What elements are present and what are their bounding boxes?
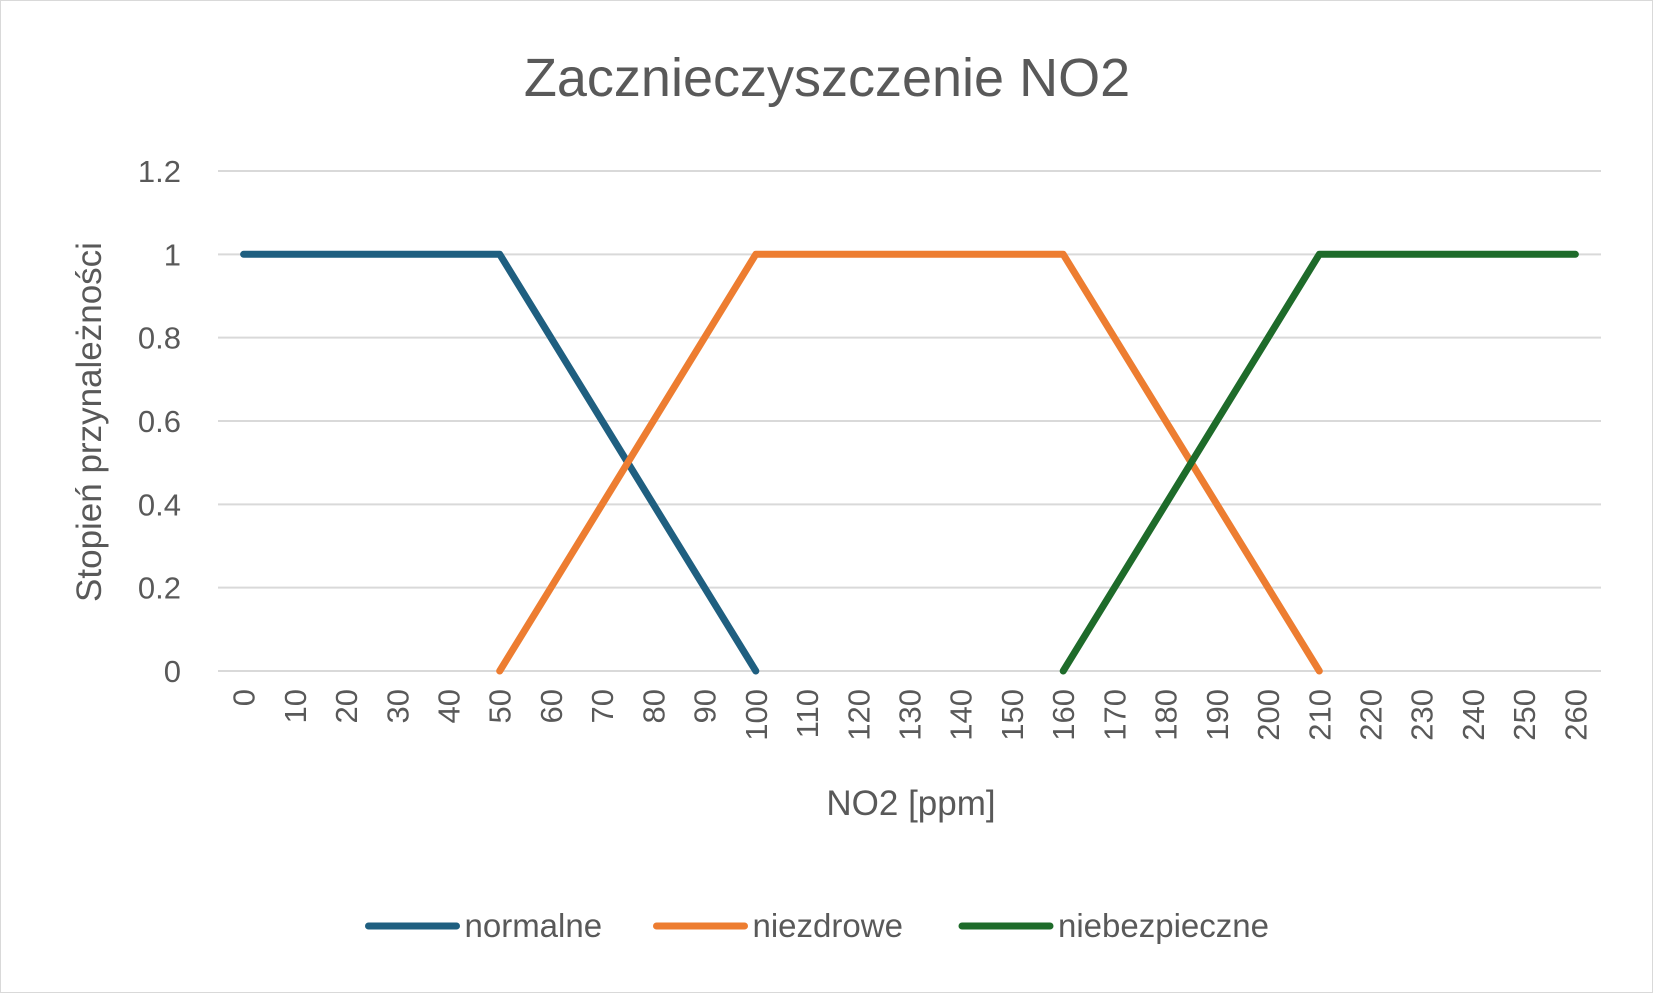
x-tick-label: 210: [1302, 689, 1337, 741]
legend-label-niezdrowe: niezdrowe: [753, 907, 903, 944]
x-tick-label: 220: [1354, 689, 1389, 741]
x-tick-label: 50: [483, 689, 518, 723]
legend-label-normalne: normalne: [465, 907, 603, 944]
series-line-normalne: [240, 250, 760, 675]
x-tick-label: 130: [893, 689, 928, 741]
gridlines: [218, 170, 1601, 672]
y-tick-label: 0.8: [138, 321, 181, 356]
x-tick-label: 250: [1507, 689, 1542, 741]
x-tick-label: 190: [1200, 689, 1235, 741]
y-tick-label: 1.2: [138, 154, 181, 189]
x-tick-label: 100: [739, 689, 774, 741]
series-lines: [240, 250, 1579, 675]
x-tick-label: 240: [1456, 689, 1491, 741]
series-line-niebezpieczne: [1059, 250, 1579, 675]
x-tick-label: 30: [380, 689, 415, 723]
y-tick-label: 0.2: [138, 571, 181, 606]
legend: normalne niezdrowe niebezpieczne: [365, 907, 1269, 944]
y-tick-label: 1: [164, 237, 181, 272]
series-line-niezdrowe: [496, 250, 1323, 675]
legend-label-niebezpieczne: niebezpieczne: [1058, 907, 1269, 944]
y-tick-label: 0: [164, 654, 181, 689]
x-tick-label: 70: [585, 689, 620, 723]
x-tick-label: 20: [329, 689, 364, 723]
y-axis-ticks: 0 0.2 0.4 0.6 0.8 1 1.2: [138, 154, 181, 689]
x-tick-label: 230: [1405, 689, 1440, 741]
x-tick-label: 260: [1558, 689, 1593, 741]
chart-title: Zacznieczyszczenie NO2: [524, 48, 1130, 108]
y-axis-title: Stopień przynależności: [70, 242, 109, 602]
x-tick-label: 180: [1149, 689, 1184, 741]
x-tick-label: 170: [1097, 689, 1132, 741]
x-tick-label: 80: [636, 689, 671, 723]
x-tick-label: 0: [227, 689, 262, 706]
x-axis-title: NO2 [ppm]: [826, 784, 995, 823]
y-tick-label: 0.4: [138, 487, 181, 522]
x-tick-label: 40: [432, 689, 467, 723]
x-tick-label: 110: [790, 689, 825, 738]
x-tick-label: 90: [688, 689, 723, 723]
x-axis-ticks: 0 10 20 30 40 50 60 70 80 90 100 110 120 130 140 150 160…: [227, 689, 1594, 741]
x-tick-label: 120: [841, 689, 876, 741]
x-tick-label: 200: [1251, 689, 1286, 741]
x-tick-label: 150: [995, 689, 1030, 741]
x-tick-label: 140: [944, 689, 979, 741]
x-tick-label: 60: [534, 689, 569, 723]
x-tick-label: 10: [278, 689, 313, 723]
y-tick-label: 0.6: [138, 404, 181, 439]
x-tick-label: 160: [1046, 689, 1081, 741]
